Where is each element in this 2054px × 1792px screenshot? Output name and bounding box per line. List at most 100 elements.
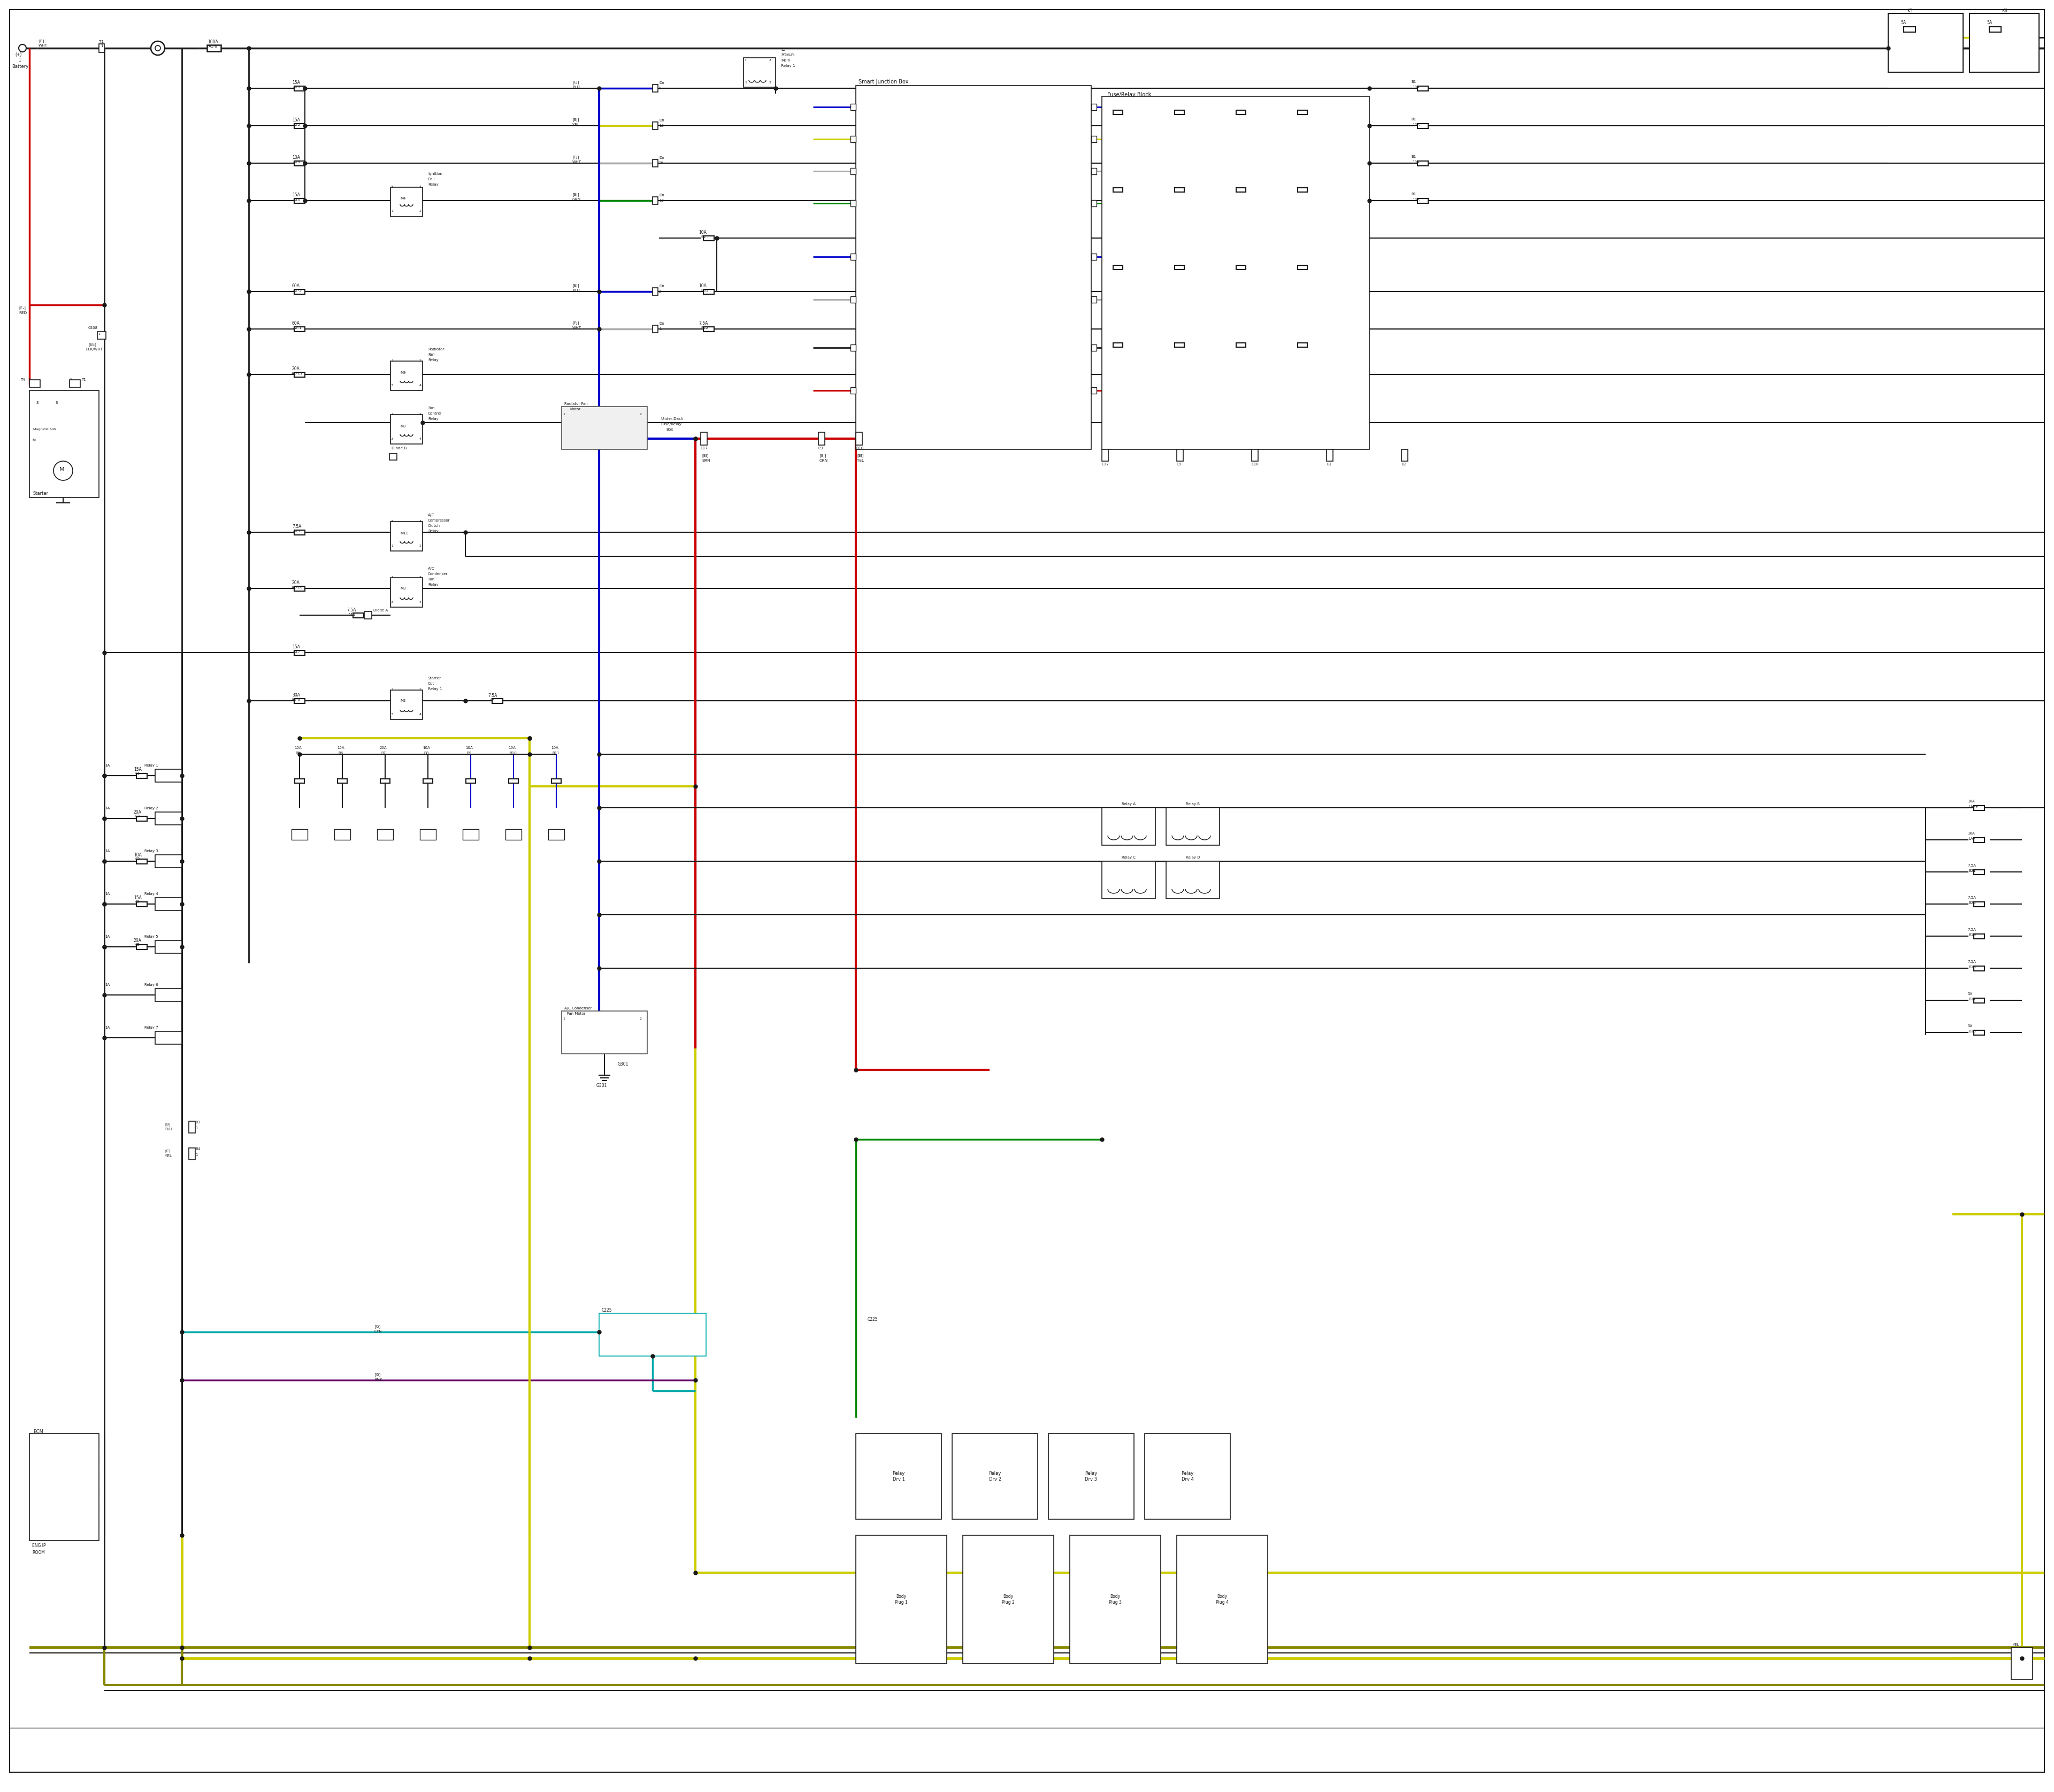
Circle shape: [150, 41, 164, 56]
Text: 19: 19: [659, 199, 663, 202]
Bar: [390, 690, 423, 719]
Text: Starter: Starter: [427, 677, 442, 679]
Text: B1: B1: [1327, 462, 1331, 466]
Bar: [136, 815, 148, 821]
Text: 2: 2: [419, 210, 421, 213]
Text: 1: 1: [744, 81, 748, 84]
Bar: [1091, 136, 1097, 142]
Text: Relay 1: Relay 1: [781, 65, 795, 68]
Text: Relay: Relay: [427, 183, 438, 186]
Text: A2-1: A2-1: [294, 326, 302, 330]
Bar: [423, 780, 433, 783]
Text: 10A: 10A: [1413, 161, 1419, 163]
Bar: [99, 43, 105, 52]
Bar: [294, 86, 304, 91]
Text: BLU: BLU: [573, 289, 579, 292]
Text: A/C: A/C: [427, 566, 435, 570]
Text: 3: 3: [390, 600, 392, 604]
Text: YEL: YEL: [2013, 1643, 2019, 1647]
Text: 100A: 100A: [207, 39, 218, 45]
Bar: [493, 699, 503, 702]
Bar: [1091, 387, 1097, 394]
Text: 1: 1: [99, 333, 101, 335]
Bar: [337, 780, 347, 783]
Text: Control: Control: [427, 412, 442, 416]
Text: G301: G301: [618, 1063, 629, 1066]
Text: PNK: PNK: [374, 1378, 382, 1382]
Text: Relay D: Relay D: [1185, 857, 1200, 858]
Bar: [1237, 265, 1247, 269]
Bar: [1237, 342, 1247, 348]
Text: M9: M9: [401, 371, 407, 375]
Bar: [509, 780, 518, 783]
Text: [EJ]: [EJ]: [573, 283, 579, 287]
Bar: [189, 1122, 195, 1133]
Text: Dn: Dn: [659, 156, 663, 159]
Text: RED: RED: [18, 312, 27, 315]
Text: A/C Condenser: A/C Condenser: [565, 1007, 592, 1011]
Text: Relay: Relay: [427, 530, 438, 532]
Bar: [70, 380, 80, 387]
Text: 15A: 15A: [134, 896, 142, 900]
Text: 10A: 10A: [507, 745, 516, 749]
Text: [EJ]: [EJ]: [702, 453, 709, 457]
Bar: [294, 326, 304, 332]
Bar: [653, 289, 657, 296]
Text: 1: 1: [195, 1154, 197, 1156]
Text: K6: K6: [2003, 9, 2007, 13]
Text: [EE]: [EE]: [88, 342, 97, 346]
Text: B1: B1: [1411, 156, 1415, 158]
Bar: [390, 577, 423, 607]
Text: 1A: 1A: [105, 849, 109, 853]
Bar: [850, 104, 857, 109]
Bar: [29, 380, 41, 387]
Text: 7.5A: 7.5A: [1968, 961, 1976, 964]
Text: C408: C408: [88, 326, 99, 330]
Text: 10A: 10A: [698, 283, 707, 289]
Text: 15A: 15A: [134, 767, 142, 772]
Bar: [97, 332, 107, 339]
Text: CYN: CYN: [374, 1330, 382, 1333]
Bar: [653, 122, 657, 129]
Text: [E]: [E]: [39, 39, 43, 43]
Text: Relay
Drv 3: Relay Drv 3: [1085, 1471, 1097, 1482]
Bar: [850, 168, 857, 174]
Text: 1: 1: [195, 1127, 197, 1129]
Text: 2: 2: [639, 1018, 641, 1020]
Text: Magnetic S/W: Magnetic S/W: [33, 428, 55, 430]
Bar: [390, 360, 423, 391]
Bar: [207, 45, 222, 52]
Text: A17: A17: [294, 650, 300, 652]
Bar: [294, 124, 304, 127]
Text: ENG IP: ENG IP: [33, 1543, 45, 1548]
Bar: [1904, 27, 1916, 32]
Text: C3: C3: [136, 858, 140, 860]
Text: Compressor: Compressor: [427, 520, 450, 521]
Text: B2: B2: [1401, 462, 1407, 466]
Text: 60A: 60A: [292, 321, 300, 326]
Text: 20A: 20A: [134, 810, 142, 815]
Bar: [600, 1314, 707, 1357]
Text: 60A: 60A: [292, 283, 300, 289]
Text: 2: 2: [419, 575, 421, 579]
Bar: [1175, 188, 1185, 192]
Text: Radiator: Radiator: [427, 348, 444, 351]
Text: 28: 28: [659, 161, 663, 165]
Bar: [136, 901, 148, 907]
Text: 3: 3: [390, 383, 392, 387]
Text: B18: B18: [1968, 966, 1976, 969]
Text: 10A: 10A: [1413, 124, 1419, 125]
Text: 1: 1: [390, 360, 392, 362]
Text: 1A: 1A: [105, 935, 109, 939]
Bar: [335, 830, 351, 840]
Text: 7.5A: 7.5A: [489, 694, 497, 699]
Text: [EJ]: [EJ]: [573, 321, 579, 324]
Bar: [419, 830, 435, 840]
Bar: [1167, 808, 1220, 846]
Bar: [466, 780, 477, 783]
Bar: [1167, 862, 1220, 898]
Bar: [1101, 97, 1370, 450]
Text: ROOM: ROOM: [33, 1550, 45, 1555]
Bar: [1091, 104, 1097, 109]
Bar: [561, 1011, 647, 1054]
